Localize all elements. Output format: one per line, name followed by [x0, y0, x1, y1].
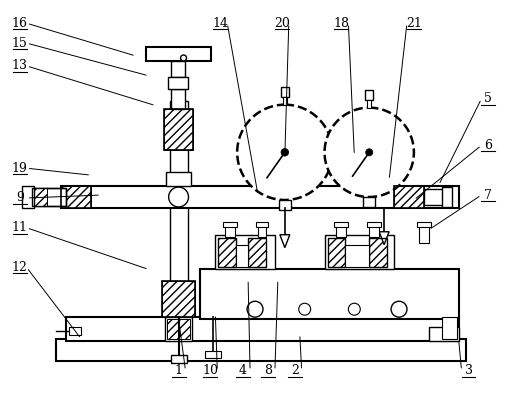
Circle shape	[237, 105, 332, 200]
Bar	[248, 238, 266, 268]
Bar	[367, 100, 371, 108]
Bar	[429, 327, 458, 341]
Bar	[337, 225, 346, 237]
Bar	[171, 89, 184, 109]
Bar	[162, 281, 195, 317]
Circle shape	[247, 301, 263, 317]
Polygon shape	[379, 232, 389, 245]
Text: 9: 9	[16, 191, 23, 204]
Bar	[334, 222, 349, 227]
Bar	[281, 87, 289, 97]
Bar	[146, 47, 212, 61]
Circle shape	[169, 187, 189, 207]
Bar	[363, 197, 375, 207]
Bar	[22, 186, 34, 208]
Bar	[164, 109, 193, 151]
Bar	[369, 225, 379, 237]
Bar	[419, 225, 429, 243]
Bar	[61, 186, 458, 208]
Bar	[248, 238, 266, 268]
Bar	[283, 97, 287, 105]
Bar	[218, 238, 236, 268]
Bar	[218, 238, 236, 268]
Text: 12: 12	[12, 261, 28, 274]
Text: 3: 3	[465, 364, 473, 377]
Bar	[201, 269, 458, 319]
Bar	[225, 225, 235, 237]
Text: 8: 8	[264, 364, 272, 377]
Bar	[171, 61, 184, 77]
Bar	[394, 186, 424, 208]
Circle shape	[181, 55, 187, 61]
Text: 7: 7	[485, 188, 492, 201]
Bar	[165, 317, 192, 341]
Bar	[367, 222, 381, 227]
Bar	[325, 235, 394, 269]
Circle shape	[391, 301, 407, 317]
Bar	[328, 238, 345, 268]
Text: 15: 15	[12, 37, 28, 50]
Text: 1: 1	[175, 364, 182, 377]
Bar	[61, 186, 91, 208]
Bar	[442, 187, 452, 207]
Text: 11: 11	[11, 221, 28, 234]
Bar	[66, 317, 458, 341]
Bar	[365, 90, 373, 100]
Bar	[164, 109, 193, 151]
Bar	[345, 245, 369, 266]
Bar	[168, 77, 188, 89]
Circle shape	[325, 108, 414, 197]
Bar	[328, 238, 345, 268]
Text: 10: 10	[202, 364, 218, 377]
Bar	[205, 351, 221, 358]
Bar	[166, 172, 192, 186]
Bar	[442, 317, 456, 339]
Bar	[32, 188, 46, 206]
Bar	[236, 245, 248, 266]
Text: 14: 14	[212, 17, 228, 30]
Bar	[32, 188, 66, 206]
Bar	[215, 235, 275, 269]
Text: 21: 21	[406, 17, 422, 30]
Text: 19: 19	[12, 162, 28, 175]
Text: 4: 4	[239, 364, 247, 377]
Circle shape	[281, 149, 289, 156]
Text: 20: 20	[274, 17, 290, 30]
Bar	[171, 355, 187, 363]
Circle shape	[349, 303, 361, 315]
Text: 13: 13	[11, 59, 28, 72]
Bar	[56, 339, 466, 361]
Text: 16: 16	[11, 17, 28, 30]
Bar	[417, 222, 431, 227]
Bar	[69, 327, 81, 335]
Bar	[369, 238, 387, 268]
Bar	[424, 189, 444, 205]
Text: 2: 2	[291, 364, 299, 377]
Bar	[170, 101, 188, 319]
Bar	[224, 222, 237, 227]
Polygon shape	[280, 235, 290, 248]
Bar	[167, 319, 191, 339]
Text: 6: 6	[485, 139, 492, 152]
Bar	[394, 186, 424, 208]
Bar	[172, 356, 184, 361]
Circle shape	[299, 303, 311, 315]
Bar	[258, 225, 266, 237]
Bar	[162, 281, 195, 317]
Text: 5: 5	[485, 92, 492, 105]
Bar	[256, 222, 268, 227]
Bar	[279, 200, 291, 210]
Bar	[61, 186, 91, 208]
Text: 18: 18	[333, 17, 350, 30]
Bar	[32, 188, 66, 206]
Bar	[369, 238, 387, 268]
Circle shape	[366, 149, 373, 156]
